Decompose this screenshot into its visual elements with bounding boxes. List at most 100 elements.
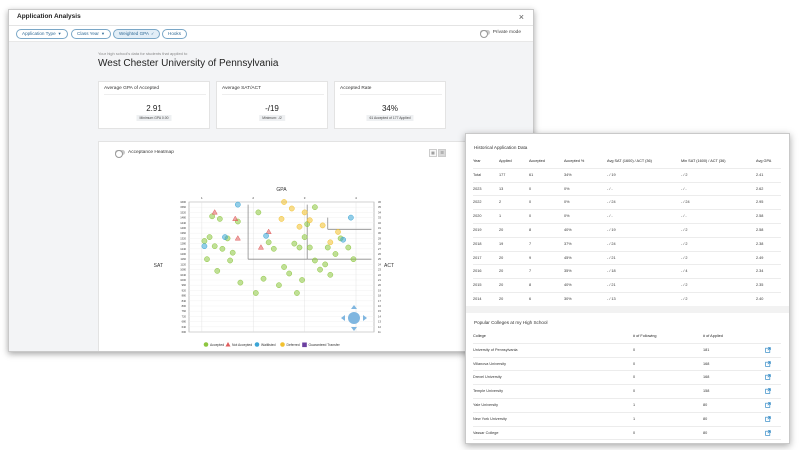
table-cell: 168 [703, 361, 710, 366]
table-cell: College [473, 334, 486, 338]
sat-tick-label: 1360 [180, 231, 186, 235]
table-cell: 19 [499, 241, 504, 246]
pan-down-icon [351, 327, 357, 331]
act-tick-label: 30 [378, 231, 381, 235]
table-cell: Accepted % [564, 159, 585, 163]
data-point-accepted [265, 239, 272, 246]
legend-label: Waitlisted [261, 343, 276, 347]
table-cell: Avg SAT (1600) / ACT (36) [607, 159, 652, 163]
filter-hooks[interactable]: Hooks [162, 29, 188, 39]
table-row: Yale University 1 80 [473, 399, 781, 413]
stat-value: -/19 [265, 104, 279, 113]
act-tick-label: 32 [378, 221, 381, 225]
table-cell: 37% [564, 241, 572, 246]
table-cell: 35% [564, 269, 572, 274]
private-mode-toggle[interactable]: Private mode [479, 29, 521, 38]
data-point-deferred [327, 239, 334, 246]
stat-label: Accepted Rate [340, 86, 442, 95]
act-tick-label: 27 [378, 247, 381, 251]
table-cell: 8 [529, 283, 532, 288]
table-cell: - / 4 [681, 269, 688, 274]
external-link-icon[interactable] [765, 374, 771, 381]
table-cell: 0 [529, 186, 532, 191]
table-cell: 2016 [473, 269, 482, 274]
data-point-deferred [288, 205, 295, 212]
historical-data-window: Historical Application Data Year Applied A… [465, 133, 790, 444]
external-link-icon[interactable] [765, 360, 771, 367]
table-cell: 2019 [473, 227, 482, 232]
table-cell: 0 [529, 200, 532, 205]
list-view-icon[interactable]: ☰ [438, 149, 446, 157]
data-point-deferred [319, 222, 326, 229]
table-cell: 8 [529, 227, 532, 232]
caret-down-icon: ▼ [100, 31, 105, 36]
stat-note: 61 Accepted of 177 Applied [366, 115, 414, 121]
external-link-icon[interactable] [765, 416, 771, 422]
table-row: 2014 20 6 30% - / 13 - / 2 2.40 [473, 293, 781, 307]
sat-tick-label: 1080 [180, 268, 186, 272]
table-header-row: College # of Following # of Applied [473, 330, 781, 344]
gpa-tick-label: 4 [355, 196, 357, 200]
history-title: Historical Application Data [474, 145, 528, 150]
heatmap-toggle-label: Acceptance Heatmap [128, 150, 174, 155]
filter-class-year[interactable]: Class Year ▼ [71, 29, 111, 39]
table-cell: 1 [499, 214, 502, 219]
gpa-tick-label: 2 [252, 196, 254, 200]
data-point-accepted [260, 275, 267, 282]
table-cell: 0 [529, 214, 532, 219]
act-tick-label: 36 [378, 200, 381, 204]
external-link-icon[interactable] [765, 347, 771, 353]
table-cell: 61 [529, 172, 534, 177]
act-tick-label: 18 [378, 294, 381, 298]
external-link-icon[interactable] [765, 429, 771, 436]
close-icon[interactable]: × [518, 12, 524, 22]
table-row: Temple University 0 158 [473, 385, 781, 399]
data-point-accepted [312, 257, 318, 264]
external-link-icon[interactable] [765, 402, 771, 408]
filter-application-type[interactable]: Application Type ▼ [16, 29, 68, 39]
y-left-axis-title: SAT [154, 263, 163, 269]
data-point-deferred [301, 209, 308, 216]
toggle-switch[interactable] [479, 29, 490, 38]
data-point-not-accepted [257, 244, 264, 250]
heatmap-toggle[interactable]: Acceptance Heatmap [115, 149, 174, 158]
data-point-accepted [214, 268, 221, 274]
sat-tick-label: 680 [182, 320, 187, 324]
external-link-icon[interactable] [765, 388, 771, 394]
data-point-accepted [206, 234, 213, 240]
act-tick-label: 21 [378, 278, 381, 282]
table-cell: 2020 [473, 214, 482, 219]
popular-title: Popular Colleges at my High School [474, 320, 548, 325]
sat-tick-label: 960 [182, 283, 187, 287]
act-tick-label: 11 [378, 330, 381, 334]
stat-card-avg-sat-act: Average SAT/ACT -/19 Minimum: -/2 [216, 81, 328, 129]
act-tick-label: 23 [378, 268, 381, 272]
toggle-switch[interactable] [115, 149, 125, 158]
table-cell: Avg GPA [756, 159, 772, 163]
sat-tick-label: 640 [182, 325, 187, 329]
table-cell: 40% [564, 227, 572, 232]
act-tick-label: 19 [378, 288, 381, 292]
table-cell: - / - [607, 214, 613, 219]
filter-weighted-gpa[interactable]: Weighted GPA ✓ [113, 29, 161, 39]
table-cell: - / - [681, 186, 687, 191]
table-cell: 158 [703, 389, 710, 394]
data-point-accepted [286, 270, 293, 277]
filter-label: Application Type [22, 31, 56, 36]
table-cell: 2.95 [756, 200, 764, 205]
filter-bar: Application Type ▼ Class Year ▼ Weighted G… [9, 26, 533, 42]
table-cell: 2023 [473, 186, 482, 191]
table-cell: - / 2 [681, 172, 688, 177]
table-cell: 80 [703, 402, 708, 407]
pan-control-icon [348, 312, 360, 324]
grid-view-icon[interactable]: ▦ [429, 149, 437, 157]
data-point-accepted [301, 234, 308, 240]
sat-tick-label: 1120 [180, 262, 186, 266]
data-point-waitlisted [201, 243, 208, 250]
data-point-accepted [312, 204, 318, 211]
sat-tick-label: 880 [182, 294, 187, 298]
table-cell: 0 [633, 361, 636, 366]
act-tick-label: 26 [378, 252, 381, 256]
table-cell: 2014 [473, 296, 482, 301]
legend-marker [254, 342, 260, 347]
